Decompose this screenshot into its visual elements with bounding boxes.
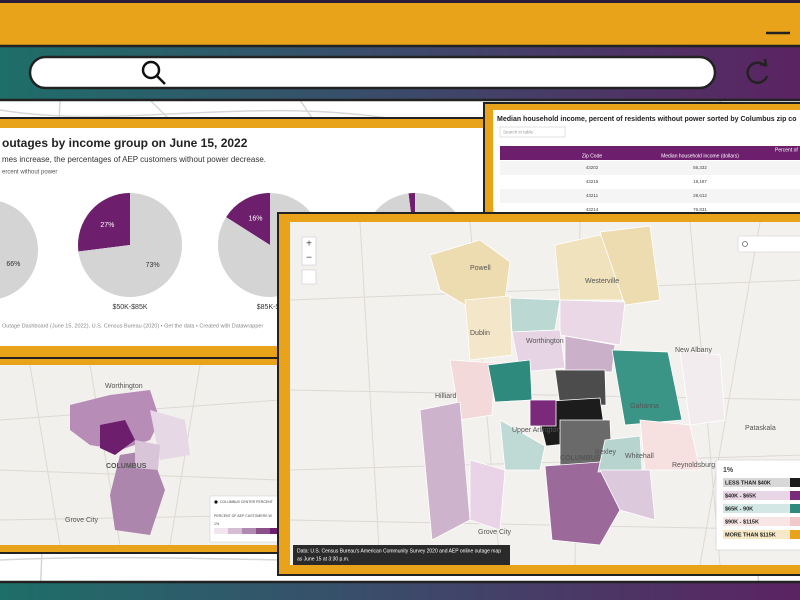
pie-source: Outage Dashboard (June 15, 2022), U.S. C…: [2, 323, 263, 329]
big-map-legend-rows: LESS THAN $40K $40K - $65K $65K - 90K $90K …: [723, 478, 800, 539]
legend-label: $40K - $65K: [725, 493, 756, 499]
small-map-regions: [70, 390, 190, 535]
table-cell: 28,612: [693, 193, 707, 198]
map-place: Westerville: [585, 278, 619, 285]
map-search[interactable]: [737, 235, 800, 253]
table-search-text: Search in table: [503, 130, 534, 135]
big-map-regions: [419, 225, 726, 546]
legend-swatch: [790, 478, 800, 487]
map-place: Worthington: [526, 338, 564, 345]
pie-label: 66%: [6, 261, 20, 268]
map-place: Gahanna: [630, 403, 659, 410]
table-row: [500, 175, 800, 189]
map-place: New Albany: [675, 347, 712, 354]
legend-label: $65K - 90K: [725, 506, 753, 512]
big-map-places: Powell Westerville Dublin Worthington New Al…: [435, 265, 776, 536]
refresh-icon[interactable]: [746, 58, 769, 84]
big-map-source: Data: U.S. Census Bureau's American Comm…: [297, 548, 501, 554]
big-map-legend-title: 1%: [723, 467, 734, 474]
legend-swatch: [723, 478, 800, 487]
legend-swatch: [723, 491, 800, 500]
pie-slice: [226, 193, 270, 245]
legend-swatch: [790, 530, 800, 539]
table-row: [500, 189, 800, 203]
pie-slice: [77, 193, 130, 252]
map-place: Dublin: [470, 330, 490, 337]
pie-label: 16%: [248, 215, 262, 222]
search-icon[interactable]: [141, 60, 166, 85]
table-cell: 76,831: [693, 207, 707, 212]
pie-legend: ercent without power: [2, 170, 57, 176]
table-header-cell: Zip Code: [582, 153, 603, 159]
map-place: Reynoldsburg: [672, 462, 715, 469]
address-bar[interactable]: [28, 55, 717, 90]
map-place: Hilliard: [435, 393, 457, 400]
legend-swatch: [790, 504, 800, 513]
table-cell: 43214: [586, 207, 599, 212]
table-cell: 43211: [586, 193, 599, 198]
map-place: Powell: [470, 265, 491, 272]
map-place: COLUMBUS: [560, 455, 601, 462]
small-map-legend-scale: [214, 528, 280, 534]
small-map-legend-tick: 1%: [214, 522, 219, 526]
big-map-source: as June 15 at 3:30 p.m.: [297, 556, 349, 562]
table-cell: 56,332: [693, 165, 707, 170]
map-place: Pataskala: [745, 425, 776, 432]
zoom-controls[interactable]: + −: [301, 236, 317, 285]
pie-category: $85K-$1: [257, 304, 284, 311]
legend-label: $90K - $115K: [725, 519, 759, 525]
table-cell: 19,187: [693, 179, 707, 184]
pie-subtitle: mes increase, the percentages of AEP cus…: [2, 155, 266, 164]
pie-label: 73%: [146, 262, 160, 269]
pie-title: outages by income group on June 15, 2022: [2, 136, 248, 150]
legend-swatch: [723, 504, 800, 513]
table-row: [500, 161, 800, 175]
pie-slice: [78, 193, 183, 298]
table-header-cell: Median household income (dollars): [661, 153, 739, 159]
small-map-label: Worthington: [105, 383, 143, 390]
small-map-legend-title: COLUMBUS CENTER PERCENT: [220, 500, 274, 504]
big-map-source-box: [293, 545, 510, 565]
table-rows: 43202 56,332 43215 19,187 43211 28,612 43214 76…: [500, 161, 800, 217]
svg-text:−: −: [306, 253, 312, 264]
legend-swatch: [790, 517, 800, 526]
pie-slice: [0, 201, 38, 299]
legend-label: MORE THAN $115K: [725, 532, 776, 538]
top-border: [0, 0, 800, 3]
pie-category: $50K-$85K: [112, 304, 147, 311]
small-map-legend-label: PERCENT OF AEP CUSTOMERS W: [214, 514, 272, 518]
table-header-cell: Percent of: [775, 147, 798, 153]
legend-swatch: [723, 530, 800, 539]
table-title: Median household income, percent of resi…: [497, 116, 796, 123]
svg-text:+: +: [306, 239, 312, 250]
table-cell: 43202: [586, 165, 599, 170]
small-map-label: Grove City: [65, 517, 99, 524]
table-cell: 43215: [586, 179, 599, 184]
legend-swatch: [723, 517, 800, 526]
table-search[interactable]: [499, 126, 566, 138]
title-bar: [0, 0, 800, 46]
map-place: Bexley: [595, 449, 617, 456]
legend-dot: [214, 500, 218, 504]
small-map-legend: [209, 495, 286, 543]
map-place: Grove City: [478, 529, 512, 536]
map-place: Upper Arlington: [512, 427, 560, 434]
legend-swatch: [790, 491, 800, 500]
small-map-label: COLUMBUS: [106, 463, 147, 470]
pie-label: 27%: [100, 222, 114, 229]
bottom-bar: [0, 582, 800, 600]
map-search-icon: [742, 241, 748, 247]
legend-label: LESS THAN $40K: [725, 480, 771, 486]
map-place: Whitehall: [625, 453, 654, 460]
table-header: [500, 146, 800, 160]
